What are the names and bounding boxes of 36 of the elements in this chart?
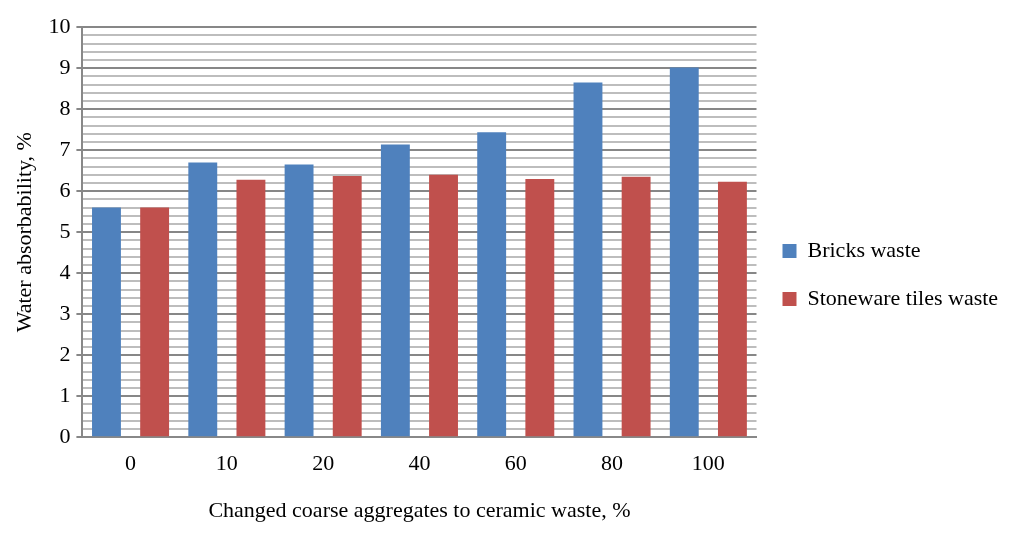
bar bbox=[717, 181, 747, 437]
legend-label: Bricks waste bbox=[807, 236, 921, 262]
y-tick-label: 1 bbox=[59, 381, 71, 407]
bar bbox=[188, 162, 218, 437]
x-tick-label: 20 bbox=[312, 450, 335, 476]
bar bbox=[669, 67, 699, 437]
y-tick-label: 5 bbox=[59, 217, 71, 243]
bar bbox=[380, 144, 410, 437]
y-tick-label: 4 bbox=[59, 258, 71, 284]
bar bbox=[236, 179, 266, 437]
x-tick-label: 10 bbox=[215, 450, 238, 476]
y-tick-label: 6 bbox=[59, 176, 71, 202]
x-tick-label: 80 bbox=[601, 450, 624, 476]
y-tick-label: 0 bbox=[59, 422, 71, 448]
y-tick-label: 10 bbox=[48, 12, 71, 38]
y-tick-label: 2 bbox=[59, 340, 71, 366]
bar bbox=[140, 207, 170, 437]
legend-label: Stoneware tiles waste bbox=[807, 284, 999, 310]
bar bbox=[525, 178, 555, 437]
bar bbox=[573, 82, 603, 437]
y-tick-label: 7 bbox=[59, 135, 71, 161]
bar bbox=[284, 164, 314, 437]
bar bbox=[332, 176, 362, 437]
y-axis-title: Water absorbability, % bbox=[10, 132, 36, 333]
x-tick-label: 0 bbox=[125, 450, 137, 476]
bar bbox=[429, 174, 458, 437]
x-tick-label: 40 bbox=[408, 450, 431, 476]
y-tick-label: 3 bbox=[59, 299, 71, 325]
bar bbox=[92, 207, 121, 437]
bar bbox=[477, 132, 507, 437]
bar bbox=[621, 176, 651, 437]
y-tick-label: 9 bbox=[59, 53, 71, 79]
x-tick-label: 60 bbox=[504, 450, 527, 476]
x-tick-label: 100 bbox=[691, 450, 725, 476]
x-axis-title: Changed coarse aggregates to ceramic waste, % bbox=[208, 496, 631, 522]
y-tick-label: 8 bbox=[59, 94, 71, 120]
